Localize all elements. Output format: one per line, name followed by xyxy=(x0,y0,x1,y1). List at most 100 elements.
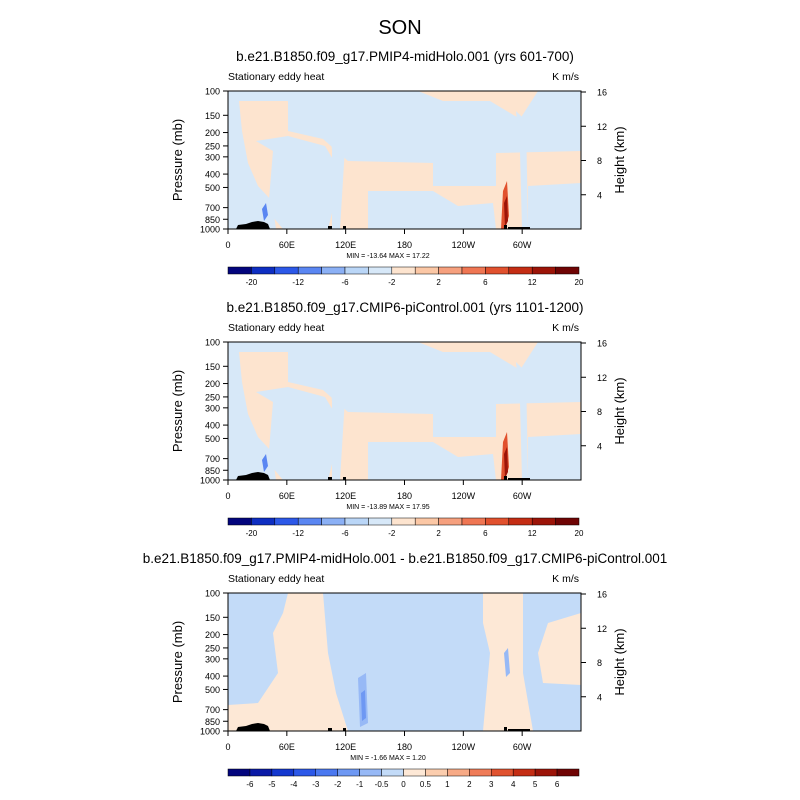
colorbar-label: -6 xyxy=(341,529,349,538)
x-tick-label: 60E xyxy=(279,491,295,501)
y-tick-label: 850 xyxy=(205,215,220,225)
colorbar-swatch xyxy=(321,266,346,275)
colorbar-swatch xyxy=(491,768,514,777)
y-tick-label: 700 xyxy=(205,203,220,213)
colorbar-swatch xyxy=(403,768,426,777)
colorbar-swatch xyxy=(293,768,316,777)
field-negative-peak xyxy=(361,690,366,721)
colorbar-swatch xyxy=(297,266,322,275)
x-tick-label: 120E xyxy=(335,742,356,752)
colorbar-label: 0 xyxy=(401,780,406,789)
x-tick-label: 60E xyxy=(279,240,295,250)
colorbar-swatch xyxy=(391,517,416,526)
y-tick-label: 250 xyxy=(205,141,220,151)
field-negative-spot xyxy=(504,648,510,677)
x-tick-label: 180 xyxy=(397,742,412,752)
colorbar-label: -12 xyxy=(292,529,304,538)
y-tick-label: 1000 xyxy=(200,225,220,235)
topography-block xyxy=(343,226,346,229)
colorbar-swatch xyxy=(531,266,556,275)
colorbar-label: 4 xyxy=(511,780,516,789)
colorbar-swatch xyxy=(251,517,276,526)
colorbar-swatch xyxy=(227,768,251,777)
colorbar-label: 6 xyxy=(555,780,560,789)
right-tick-label: 4 xyxy=(597,190,602,200)
field-negative-region xyxy=(256,387,340,480)
panel-units: K m/s xyxy=(552,71,579,83)
colorbar-swatch xyxy=(337,768,360,777)
y-axis-label: Pressure (mb) xyxy=(170,621,185,703)
y-tick-label: 1000 xyxy=(200,727,220,737)
colorbar-swatch xyxy=(381,768,404,777)
panel-1: b.e21.B1850.f09_g17.PMIP4-midHolo.001 (y… xyxy=(170,49,627,287)
x-tick-label: 0 xyxy=(225,240,230,250)
colorbar-swatch xyxy=(461,266,486,275)
field-negative-region xyxy=(523,593,581,731)
x-tick-label: 60W xyxy=(513,742,532,752)
colorbar-label: -6 xyxy=(341,278,349,287)
colorbar-label: 1 xyxy=(445,780,450,789)
x-tick-label: 120E xyxy=(335,240,356,250)
topography-block xyxy=(504,225,507,229)
colorbar-swatch xyxy=(368,266,393,275)
colorbar-swatch xyxy=(344,266,369,275)
topography-block xyxy=(343,477,346,480)
colorbar-swatch xyxy=(359,768,382,777)
panel-left-label: Stationary eddy heat xyxy=(228,573,324,585)
colorbar-swatch xyxy=(251,266,276,275)
right-tick-label: 8 xyxy=(597,407,602,417)
topography-block xyxy=(508,478,530,480)
y-tick-label: 100 xyxy=(205,338,220,348)
colorbar-swatch xyxy=(414,517,439,526)
field-negative-region xyxy=(368,442,496,480)
panel-left-label: Stationary eddy heat xyxy=(228,322,324,334)
field-negative-core xyxy=(262,203,268,221)
plot-area xyxy=(228,91,581,229)
field-positive-peak xyxy=(504,196,508,227)
topography-block xyxy=(328,226,332,229)
right-tick-label: 4 xyxy=(597,692,602,702)
y-tick-label: 150 xyxy=(205,362,220,372)
right-tick-label: 8 xyxy=(597,658,602,668)
field-negative-region xyxy=(228,593,288,705)
colorbar-swatch xyxy=(531,517,556,526)
colorbar-swatch xyxy=(344,517,369,526)
colorbar-label: -2 xyxy=(334,780,342,789)
field-negative-region xyxy=(256,136,340,229)
colorbar-label: -20 xyxy=(246,278,258,287)
field-negative-region xyxy=(516,362,528,480)
colorbar-swatch xyxy=(315,768,338,777)
plot-area xyxy=(228,593,581,731)
x-tick-label: 0 xyxy=(225,742,230,752)
panels-container: b.e21.B1850.f09_g17.PMIP4-midHolo.001 (y… xyxy=(143,49,668,789)
colorbar-label: -0.5 xyxy=(375,780,389,789)
colorbar-swatch xyxy=(508,266,533,275)
colorbar-label: -2 xyxy=(388,529,396,538)
y-tick-label: 1000 xyxy=(200,476,220,486)
colorbar-swatch xyxy=(249,768,273,777)
colorbar-swatch xyxy=(485,517,510,526)
y-tick-label: 100 xyxy=(205,87,220,97)
y-tick-label: 150 xyxy=(205,111,220,121)
topography-block xyxy=(343,728,346,731)
y-tick-label: 200 xyxy=(205,630,220,640)
colorbar-swatch xyxy=(297,517,322,526)
x-tick-label: 180 xyxy=(397,240,412,250)
panel-title: b.e21.B1850.f09_g17.PMIP4-midHolo.001 - … xyxy=(143,551,668,566)
right-tick-label: 12 xyxy=(597,373,607,383)
x-tick-label: 120W xyxy=(452,491,476,501)
right-axis-label: Height (km) xyxy=(612,126,627,193)
topography-block xyxy=(236,221,270,229)
y-tick-label: 400 xyxy=(205,170,220,180)
colorbar-swatch xyxy=(512,768,536,777)
y-tick-label: 100 xyxy=(205,589,220,599)
figure-title: SON xyxy=(378,17,421,39)
y-tick-label: 250 xyxy=(205,392,220,402)
y-tick-label: 250 xyxy=(205,643,220,653)
right-tick-label: 8 xyxy=(597,156,602,166)
colorbar-swatch xyxy=(274,266,299,275)
stats-label: MIN = -13.64 MAX = 17.22 xyxy=(346,253,429,260)
field-negative-region xyxy=(228,91,276,229)
topography-block xyxy=(508,729,530,731)
y-tick-label: 200 xyxy=(205,379,220,389)
